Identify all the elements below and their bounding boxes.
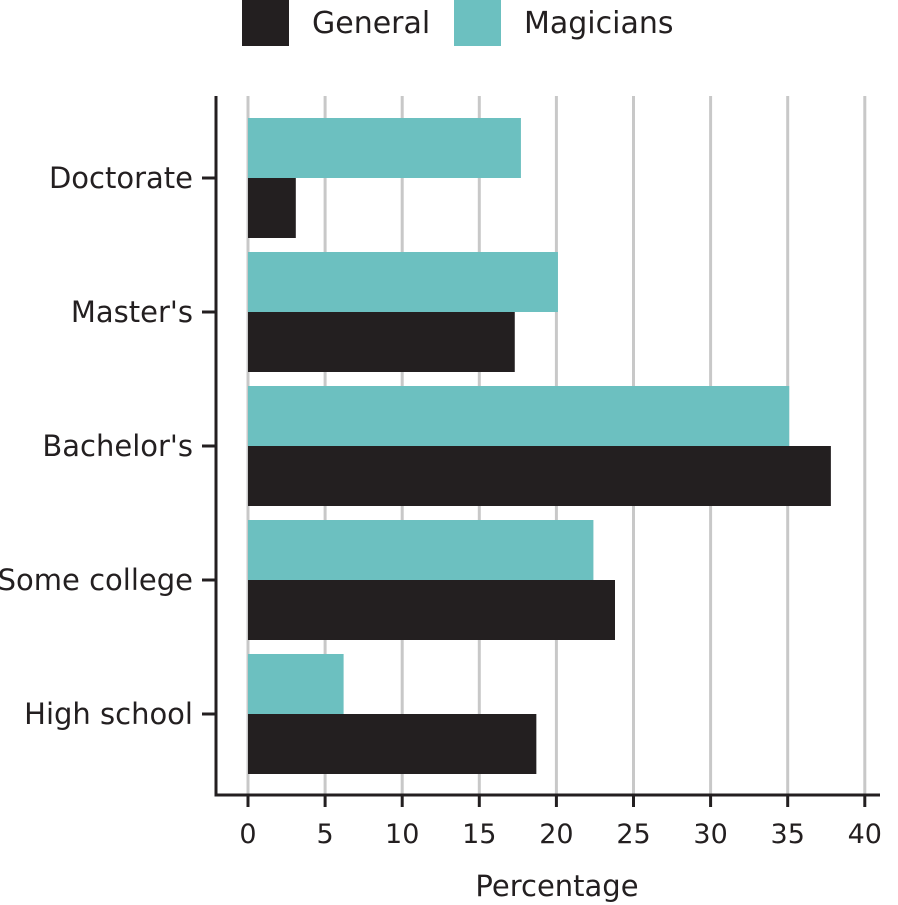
category-label-4: High school [24, 697, 193, 731]
x-tick-label-8: 40 [848, 819, 882, 850]
legend: General Magicians [242, 0, 674, 46]
bar-general-2 [248, 446, 831, 506]
x-tick-label-4: 20 [539, 819, 573, 850]
bar-general-3 [248, 580, 615, 640]
bar-general-4 [248, 714, 537, 774]
x-tick-label-2: 10 [385, 819, 419, 850]
x-tick-label-0: 0 [239, 819, 256, 850]
bar-magicians-1 [248, 252, 558, 312]
bar-magicians-0 [248, 118, 521, 178]
legend-swatch-general [242, 0, 289, 46]
bar-magicians-4 [248, 654, 344, 714]
legend-swatch-magicians [454, 0, 501, 46]
category-label-2: Bachelor's [42, 429, 193, 463]
category-label-0: Doctorate [49, 161, 193, 195]
x-axis-label: Percentage [475, 869, 638, 903]
legend-label-general: General [312, 6, 430, 41]
x-tick-label-1: 5 [317, 819, 334, 850]
category-label-1: Master's [71, 295, 193, 329]
x-ticks: 0 5 10 15 20 25 30 35 40 [239, 795, 882, 850]
bar-general-1 [248, 312, 515, 372]
bar-magicians-2 [248, 386, 790, 446]
x-tick-label-6: 30 [693, 819, 727, 850]
bars [248, 118, 831, 774]
bar-magicians-3 [248, 520, 594, 580]
legend-label-magicians: Magicians [524, 6, 674, 41]
x-tick-label-3: 15 [462, 819, 496, 850]
category-label-3: Some college [0, 563, 193, 597]
x-tick-label-5: 25 [616, 819, 650, 850]
x-tick-label-7: 35 [771, 819, 805, 850]
y-categories: Doctorate Master's Bachelor's Some college H… [0, 161, 216, 731]
bar-general-0 [248, 178, 296, 238]
